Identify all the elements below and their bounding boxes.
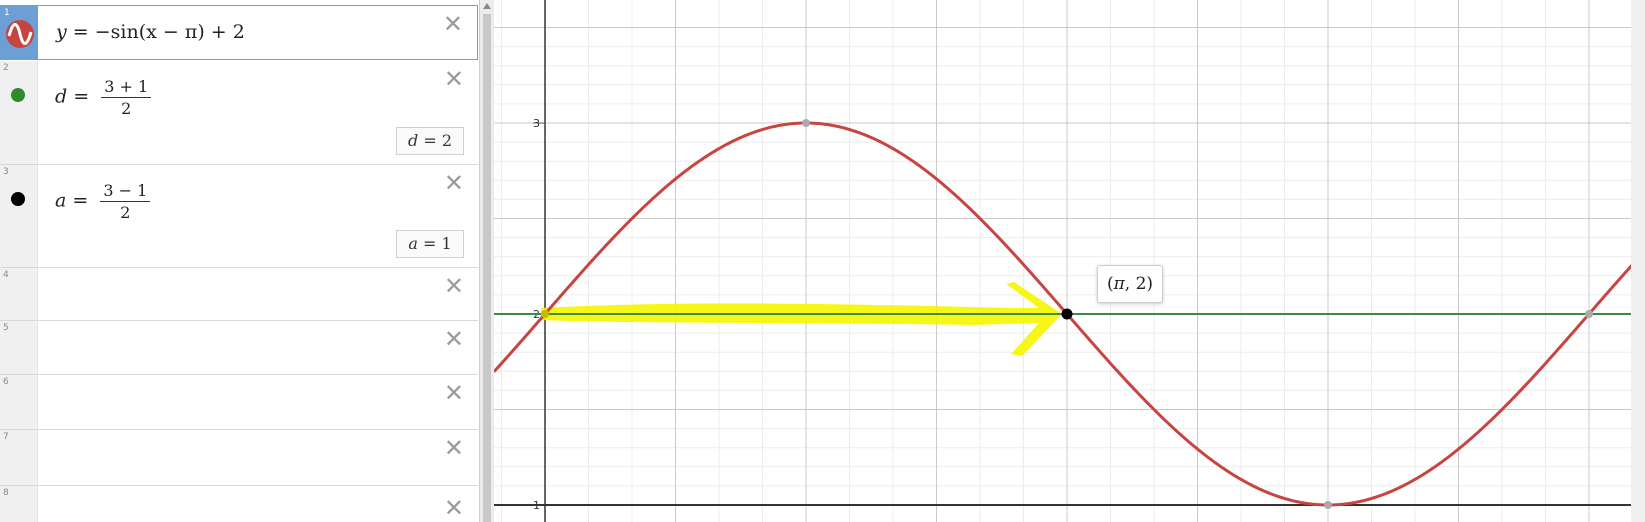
expression-gutter: 2 [0, 61, 38, 164]
expression-list: 1 y = −sin(x − π) + 2 ✕ 2 d = 3 + 1 2 [0, 0, 478, 522]
fraction: 3 − 1 2 [100, 181, 151, 222]
expression-row-1[interactable]: 1 y = −sin(x − π) + 2 ✕ [0, 5, 478, 60]
expression-row-3[interactable]: 3 a = 3 − 1 2 ✕ a = 1 [0, 165, 478, 268]
fraction-numerator: 3 − 1 [100, 181, 151, 202]
expression-number: 1 [4, 8, 10, 18]
major-gridlines [494, 0, 1645, 522]
green-point-icon[interactable] [10, 87, 26, 103]
delete-expression-icon[interactable]: ✕ [443, 325, 464, 353]
expr-variable: d [55, 85, 68, 108]
expression-row-7[interactable]: 7 ✕ [0, 430, 478, 486]
fraction-denominator: 2 [120, 203, 131, 222]
min-point [1324, 501, 1332, 509]
delete-expression-icon[interactable]: ✕ [443, 65, 464, 93]
fraction: 3 + 1 2 [101, 77, 152, 118]
expression-number: 8 [3, 488, 9, 498]
expression-number: 5 [3, 323, 9, 333]
intercept-point [1585, 310, 1593, 318]
scrollbar-thumb[interactable] [483, 14, 491, 522]
yellow-highlight-arrow [541, 282, 1062, 356]
delete-expression-icon[interactable]: ✕ [443, 169, 464, 197]
delete-expression-icon[interactable]: ✕ [442, 10, 463, 38]
point-label: (π, 2) [1097, 265, 1163, 303]
expression-number: 6 [3, 377, 9, 387]
expression-row-5[interactable]: 5 ✕ [0, 321, 478, 375]
delete-expression-icon[interactable]: ✕ [443, 434, 464, 462]
minor-gridlines [494, 0, 1645, 522]
expr-lhs: y [56, 21, 67, 43]
intercept-point [541, 310, 549, 318]
expression-row-2[interactable]: 2 d = 3 + 1 2 ✕ d = 2 [0, 61, 478, 165]
sine-graph-icon[interactable] [5, 19, 35, 49]
fraction-denominator: 2 [121, 99, 132, 118]
graph-canvas[interactable]: 321 [494, 0, 1645, 522]
expression-number: 2 [3, 63, 9, 73]
evaluation-result: a = 1 [396, 230, 464, 258]
delete-expression-icon[interactable]: ✕ [443, 494, 464, 522]
expr-rhs: −sin(x − π) + 2 [94, 21, 245, 43]
expression-input[interactable]: a = 3 − 1 2 [55, 181, 151, 222]
expression-input[interactable]: d = 3 + 1 2 [55, 77, 152, 118]
expression-number: 3 [3, 167, 9, 177]
delete-expression-icon[interactable]: ✕ [443, 379, 464, 407]
point-pi-2[interactable] [1061, 308, 1073, 320]
max-point [802, 119, 810, 127]
expression-gutter: 1 [1, 6, 38, 59]
expression-input[interactable]: y = −sin(x − π) + 2 [56, 21, 245, 43]
delete-expression-icon[interactable]: ✕ [443, 272, 464, 300]
y-tick-label: 3 [533, 117, 540, 130]
graph-scroll-edge [1631, 0, 1645, 522]
evaluation-result: d = 2 [396, 127, 464, 155]
expression-number: 4 [3, 270, 9, 280]
expression-number: 7 [3, 432, 9, 442]
expr-equals: = [72, 21, 89, 43]
fraction-numerator: 3 + 1 [101, 77, 152, 98]
black-point-icon[interactable] [10, 191, 26, 207]
expression-list-scrollbar[interactable] [479, 0, 494, 522]
expression-row-6[interactable]: 6 ✕ [0, 375, 478, 430]
expression-row-8[interactable]: 8 ✕ [0, 486, 478, 522]
expression-gutter: 3 [0, 165, 38, 267]
scroll-up-icon[interactable] [483, 3, 491, 9]
graph-points [541, 119, 1593, 509]
expression-row-4[interactable]: 4 ✕ [0, 268, 478, 321]
expr-variable: a [55, 189, 67, 212]
